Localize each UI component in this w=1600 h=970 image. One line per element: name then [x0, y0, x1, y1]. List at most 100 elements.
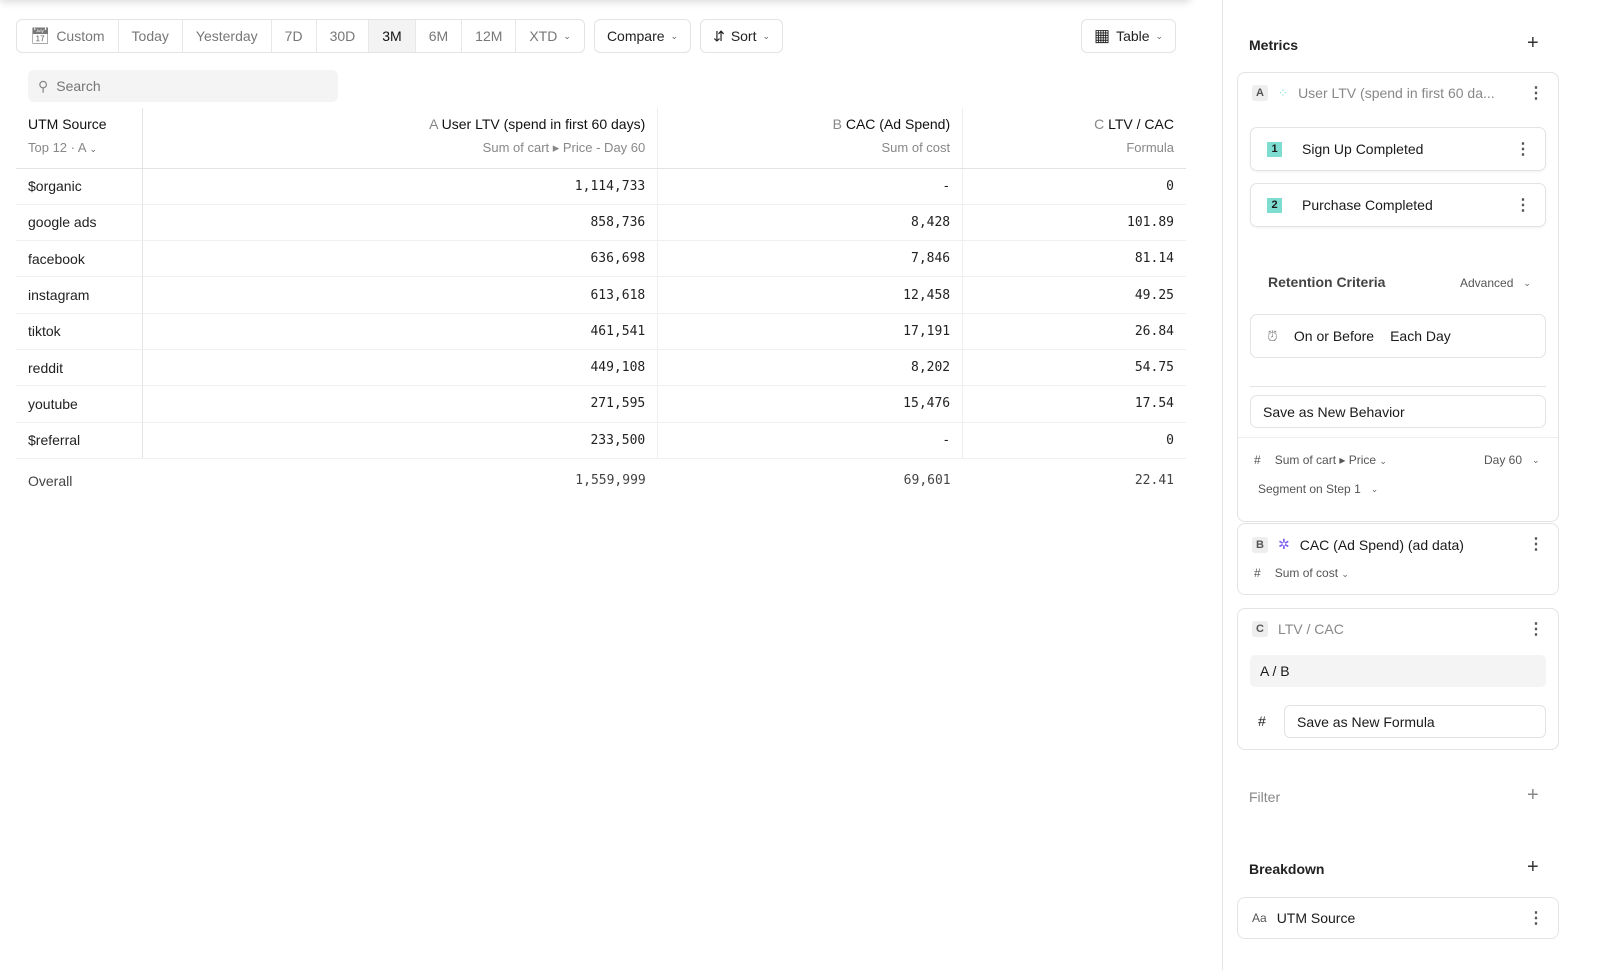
table-cell: 49.25: [962, 276, 1186, 314]
save-as-new-formula-button[interactable]: Save as New Formula: [1284, 705, 1546, 738]
more-options-icon[interactable]: ⋮: [1528, 910, 1544, 927]
table-cell: 449,108: [142, 349, 659, 387]
table-cell: 1,114,733: [142, 168, 659, 205]
step-2[interactable]: 2 Purchase Completed ⋮: [1250, 183, 1546, 227]
chevron-down-icon: ⌄: [762, 30, 771, 41]
table-cell: 461,541: [142, 313, 659, 350]
toolbar: 📅︎ Custom Today Yesterday 7D 30D 3M 6M 12…: [16, 19, 784, 53]
step-1[interactable]: 1 Sign Up Completed ⋮: [1250, 127, 1546, 171]
row-label: Overall: [16, 457, 142, 503]
metric-b-title[interactable]: CAC (Ad Spend) (ad data): [1299, 536, 1464, 553]
row-label: $referral: [16, 422, 143, 459]
search-input[interactable]: [56, 78, 238, 94]
retention-icon: ⁘: [1278, 86, 1289, 100]
segment-dropdown[interactable]: Segment on Step 1 ⌄: [1258, 482, 1379, 496]
table-cell: -: [657, 422, 964, 459]
table-cell: 8,428: [657, 204, 964, 242]
measure-dropdown[interactable]: Sum of cost ⌄: [1274, 566, 1349, 580]
table-row[interactable]: $organic 1,114,733-0: [16, 168, 1186, 205]
row-label: youtube: [16, 385, 143, 423]
table-row[interactable]: instagram 613,618 12,458 49.25: [16, 276, 1186, 314]
table-cell: 69,601: [657, 457, 963, 503]
save-as-new-behavior-button[interactable]: Save as New Behavior: [1250, 395, 1546, 428]
text-type-icon: Aa: [1252, 911, 1267, 925]
table-row[interactable]: $referral 233,500-0: [16, 422, 1186, 459]
table-cell: 858,736: [142, 204, 659, 242]
measure-dropdown[interactable]: Sum of cart ▸ Price ⌄: [1274, 453, 1387, 467]
date-range-selector: 📅︎ Custom Today Yesterday 7D 30D 3M 6M 12…: [16, 19, 585, 53]
add-breakdown-plus-icon[interactable]: +: [1527, 856, 1539, 878]
range-6m[interactable]: 6M: [416, 20, 463, 52]
add-metric-plus-icon[interactable]: +: [1527, 32, 1539, 54]
table-cell: 7,846: [657, 240, 964, 278]
advanced-dropdown[interactable]: Advanced ⌄: [1460, 276, 1531, 290]
retention-criteria[interactable]: ⏰︎ On or Before Each Day: [1250, 314, 1546, 358]
column-c[interactable]: C LTV / CAC Formula: [962, 108, 1186, 169]
row-label: facebook: [16, 240, 143, 278]
column-utm-source[interactable]: UTM Source Top 12 · A ⌄: [16, 108, 143, 169]
range-30d[interactable]: 30D: [317, 20, 370, 52]
row-label: instagram: [16, 276, 143, 314]
table-row[interactable]: reddit 449,108 8,202 54.75: [16, 349, 1186, 387]
table-header: UTM Source Top 12 · A ⌄ A User LTV (spend…: [16, 108, 1186, 169]
metric-a-title[interactable]: User LTV (spend in first 60 da...: [1298, 85, 1495, 101]
column-a[interactable]: A User LTV (spend in first 60 days) Sum o…: [142, 108, 659, 169]
sidebar: Metrics + A ⁘ User LTV (spend in first 60 …: [1222, 0, 1600, 970]
table-cell: 15,476: [657, 385, 964, 423]
table-row[interactable]: facebook 636,698 7,846 81.14: [16, 240, 1186, 278]
table-cell: -: [657, 168, 964, 205]
formula-input[interactable]: A / B: [1250, 655, 1546, 687]
compare-button[interactable]: Compare ⌄: [593, 19, 692, 53]
table-row[interactable]: tiktok 461,541 17,191 26.84: [16, 313, 1186, 350]
alarm-clock-icon: ⏰︎: [1267, 327, 1278, 344]
metric-c-card: C LTV / CAC ⋮ A / B # Save as New Formula: [1237, 608, 1559, 750]
range-today[interactable]: Today: [119, 20, 183, 52]
table-cell: 636,698: [142, 240, 659, 278]
calendar-icon: 📅︎: [30, 28, 51, 45]
table-cell: 101.89: [962, 204, 1186, 242]
search-box: ⚲: [28, 70, 338, 102]
view-table-button[interactable]: ▦ Table ⌄: [1081, 19, 1177, 53]
day-dropdown[interactable]: Day 60 ⌄: [1484, 453, 1540, 467]
table-cell: 233,500: [142, 422, 659, 459]
column-b[interactable]: B CAC (Ad Spend) Sum of cost: [657, 108, 964, 169]
more-options-icon[interactable]: ⋮: [1528, 85, 1544, 102]
table-cell: 0: [962, 168, 1186, 205]
range-xtd[interactable]: XTD ⌄: [529, 28, 571, 44]
retention-criteria-title: Retention Criteria: [1268, 274, 1386, 290]
breakdown-title: Breakdown: [1249, 861, 1325, 877]
table-cell: 26.84: [962, 313, 1186, 350]
table-cell: 1,559,999: [142, 457, 658, 503]
top-selector[interactable]: Top 12 · A ⌄: [28, 140, 97, 155]
range-7d[interactable]: 7D: [272, 20, 317, 52]
add-filter-plus-icon[interactable]: +: [1527, 784, 1539, 806]
sort-button[interactable]: ⇵ Sort ⌄: [700, 19, 784, 53]
more-options-icon[interactable]: ⋮: [1528, 621, 1544, 638]
table-cell: 22.41: [962, 457, 1186, 503]
table-row[interactable]: youtube 271,595 15,476 17.54: [16, 385, 1186, 423]
table-cell: 8,202: [657, 349, 964, 387]
table-cell: 12,458: [657, 276, 964, 314]
table-cell: 17.54: [962, 385, 1186, 423]
chevron-down-icon: ⌄: [670, 30, 679, 41]
chevron-down-icon: ⌄: [1155, 30, 1164, 41]
divider: [1250, 386, 1546, 387]
chevron-down-icon: ⌄: [563, 30, 571, 41]
range-yesterday[interactable]: Yesterday: [183, 20, 272, 52]
table-grid-icon: ▦: [1094, 26, 1111, 45]
metric-b-card: B ✲ CAC (Ad Spend) (ad data) ⋮ # Sum of cos…: [1237, 523, 1559, 595]
range-3m[interactable]: 3M: [369, 20, 416, 52]
more-options-icon[interactable]: ⋮: [1515, 197, 1531, 214]
range-12m[interactable]: 12M: [462, 20, 517, 52]
range-custom[interactable]: 📅︎ Custom: [17, 20, 119, 52]
table-cell: 613,618: [142, 276, 659, 314]
overall-row[interactable]: Overall 1,559,999 69,601 22.41: [16, 457, 1186, 503]
breakdown-card[interactable]: Aa UTM Source ⋮: [1237, 897, 1559, 939]
more-options-icon[interactable]: ⋮: [1528, 536, 1544, 553]
table-row[interactable]: google ads 858,736 8,428 101.89: [16, 204, 1186, 242]
table-cell: 54.75: [962, 349, 1186, 387]
table-cell: 271,595: [142, 385, 659, 423]
metric-c-title[interactable]: LTV / CAC: [1278, 621, 1344, 637]
more-options-icon[interactable]: ⋮: [1515, 141, 1531, 158]
